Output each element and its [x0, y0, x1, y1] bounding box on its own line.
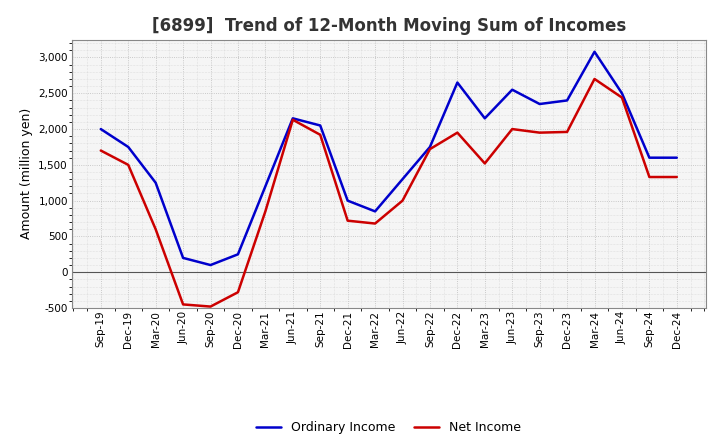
Ordinary Income	[563, 98, 572, 103]
Net Income	[316, 132, 325, 137]
Ordinary Income	[206, 262, 215, 268]
Net Income	[179, 302, 187, 307]
Ordinary Income	[261, 183, 270, 189]
Net Income	[151, 227, 160, 232]
Ordinary Income	[289, 116, 297, 121]
Net Income	[645, 174, 654, 180]
Ordinary Income	[179, 255, 187, 260]
Ordinary Income	[590, 49, 599, 55]
Net Income	[343, 218, 352, 224]
Ordinary Income	[151, 180, 160, 185]
Net Income	[672, 174, 681, 180]
Net Income	[233, 290, 242, 295]
Line: Ordinary Income: Ordinary Income	[101, 52, 677, 265]
Title: [6899]  Trend of 12-Month Moving Sum of Incomes: [6899] Trend of 12-Month Moving Sum of I…	[152, 17, 626, 35]
Ordinary Income	[343, 198, 352, 203]
Net Income	[371, 221, 379, 226]
Ordinary Income	[480, 116, 489, 121]
Legend: Ordinary Income, Net Income: Ordinary Income, Net Income	[251, 416, 526, 439]
Ordinary Income	[508, 87, 516, 92]
Y-axis label: Amount (million yen): Amount (million yen)	[19, 108, 32, 239]
Net Income	[426, 147, 434, 152]
Net Income	[508, 126, 516, 132]
Net Income	[618, 95, 626, 100]
Net Income	[398, 198, 407, 203]
Ordinary Income	[316, 123, 325, 128]
Net Income	[289, 117, 297, 122]
Net Income	[590, 76, 599, 81]
Ordinary Income	[426, 144, 434, 150]
Net Income	[563, 129, 572, 135]
Net Income	[536, 130, 544, 135]
Net Income	[480, 161, 489, 166]
Ordinary Income	[672, 155, 681, 160]
Ordinary Income	[398, 176, 407, 182]
Ordinary Income	[618, 91, 626, 96]
Ordinary Income	[453, 80, 462, 85]
Net Income	[96, 148, 105, 153]
Ordinary Income	[124, 144, 132, 150]
Net Income	[206, 304, 215, 309]
Ordinary Income	[371, 209, 379, 214]
Net Income	[124, 162, 132, 168]
Ordinary Income	[233, 252, 242, 257]
Net Income	[261, 209, 270, 214]
Line: Net Income: Net Income	[101, 79, 677, 307]
Net Income	[453, 130, 462, 135]
Ordinary Income	[96, 126, 105, 132]
Ordinary Income	[536, 101, 544, 106]
Ordinary Income	[645, 155, 654, 160]
